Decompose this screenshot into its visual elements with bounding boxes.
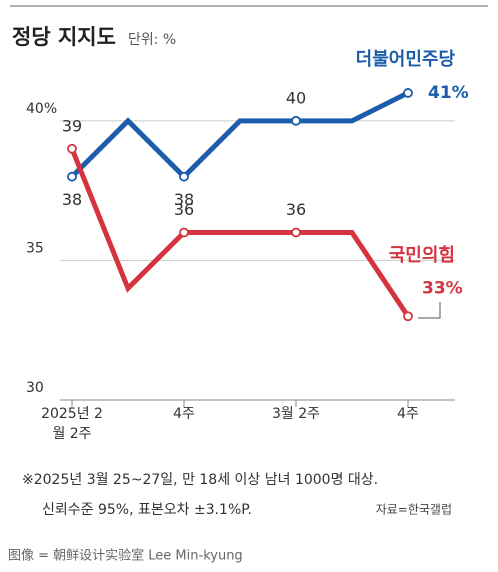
- source: 자료=한국갤럽: [376, 503, 452, 517]
- data-label: 38: [62, 190, 82, 209]
- data-label: 33%: [422, 278, 463, 298]
- x-tick-label: 3월 2주: [271, 406, 321, 422]
- data-label: 38: [174, 190, 194, 209]
- x-tick-label: 4주: [397, 406, 419, 422]
- note: 신뢰수준 95%, 표본오차 ±3.1%P.: [42, 502, 252, 518]
- point-marker: [67, 143, 77, 154]
- line: [70, 90, 410, 181]
- note: ※2025년 3월 25~27일, 만 18세 이상 남녀 1000명 대상.: [22, 472, 378, 488]
- data-label: 40: [286, 88, 306, 107]
- chart-title: 정당 지지도: [12, 25, 116, 49]
- legend-label: 더불어민주당: [356, 49, 456, 70]
- point-marker: [403, 88, 413, 98]
- y-tick-label: 40%: [26, 101, 57, 117]
- point-marker: [179, 227, 189, 238]
- point-marker: [291, 115, 301, 126]
- legend-label: 국민의힘: [389, 245, 455, 266]
- chart-subtitle: 단위: %: [128, 32, 176, 48]
- data-label: 36: [286, 200, 306, 219]
- x-tick-label: 2025년 2월 2주: [41, 406, 103, 442]
- x-tick-label: 4주: [173, 406, 195, 422]
- data-label: 39: [62, 116, 82, 135]
- data-label: 41%: [428, 83, 469, 103]
- caption: 图像 = 朝鲜设计实验室 Lee Min-kyung: [8, 548, 243, 564]
- y-tick-label: 30: [26, 380, 44, 396]
- line: [69, 147, 411, 318]
- y-tick-label: 35: [26, 240, 44, 256]
- data-label: 36: [174, 200, 194, 219]
- point-marker: [291, 227, 301, 238]
- point-marker: [67, 171, 77, 182]
- point-marker: [179, 171, 189, 182]
- point-marker: [403, 311, 413, 322]
- callout-line: [418, 302, 441, 319]
